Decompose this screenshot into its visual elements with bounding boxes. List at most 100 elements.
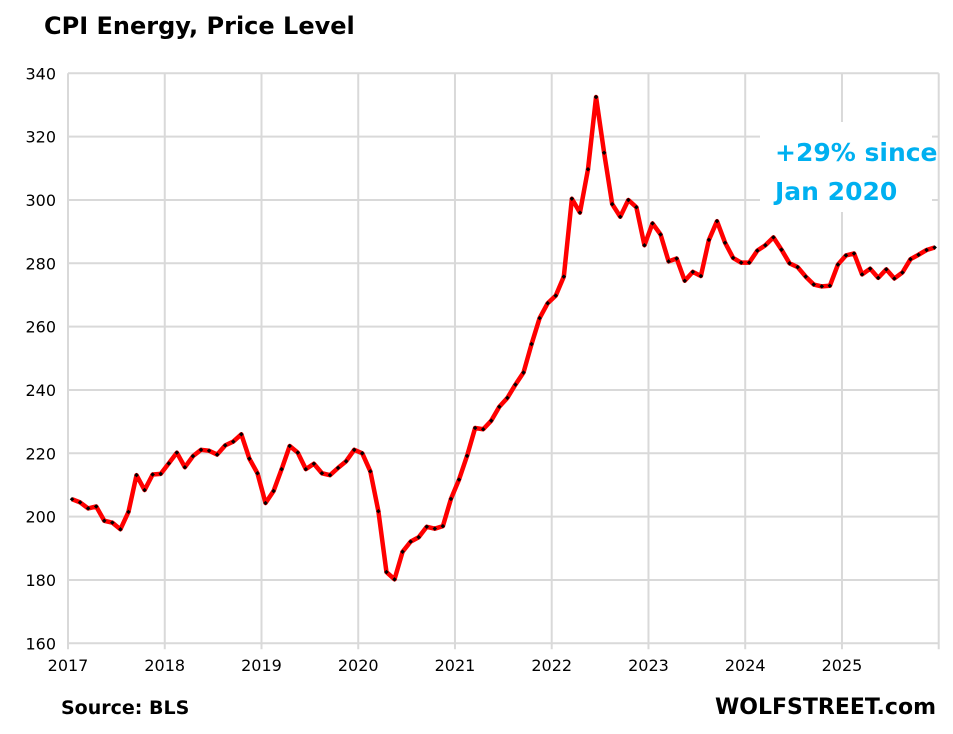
data-point xyxy=(553,293,559,298)
data-point xyxy=(231,439,236,444)
data-point xyxy=(271,488,276,494)
data-point xyxy=(690,269,696,275)
data-point xyxy=(287,443,292,449)
data-point xyxy=(343,458,349,464)
data-point xyxy=(892,276,897,281)
data-point xyxy=(827,283,833,289)
x-tick-label: 2022 xyxy=(531,656,572,675)
data-point xyxy=(545,300,550,306)
data-point xyxy=(351,447,357,453)
y-tick-label: 160 xyxy=(25,634,56,653)
x-axis-ticks: 2017 2018 2019 2020 2021 2022 2023 2024 2025 xyxy=(48,656,863,675)
data-point xyxy=(239,432,244,437)
data-point xyxy=(835,262,841,267)
gridlines xyxy=(67,72,940,650)
data-point xyxy=(206,448,212,454)
data-point xyxy=(505,395,510,401)
data-point xyxy=(537,315,542,321)
data-point xyxy=(908,256,913,262)
x-tick-label: 2025 xyxy=(822,656,863,675)
data-point xyxy=(875,275,881,281)
data-point xyxy=(456,477,462,482)
data-point xyxy=(303,466,309,472)
data-point xyxy=(93,504,99,509)
data-point xyxy=(432,526,438,531)
data-point xyxy=(497,404,502,410)
data-point xyxy=(376,508,381,514)
data-point xyxy=(561,274,567,279)
data-point xyxy=(166,461,172,466)
data-point xyxy=(513,382,518,387)
chart-title: CPI Energy, Price Level xyxy=(44,12,355,40)
data-point xyxy=(69,496,75,502)
x-tick-label: 2024 xyxy=(725,656,766,675)
data-point xyxy=(327,472,333,478)
data-point xyxy=(795,264,800,270)
data-point xyxy=(416,534,421,540)
series-layer xyxy=(69,94,937,582)
data-point xyxy=(480,426,486,432)
y-axis-ticks: 160 180 200 220 240 260 280 300 320 340 xyxy=(25,64,56,653)
data-point xyxy=(368,469,373,474)
data-point xyxy=(384,569,389,575)
x-tick-label: 2018 xyxy=(144,656,185,675)
data-point xyxy=(440,523,446,529)
x-tick-label: 2023 xyxy=(628,656,669,675)
data-point xyxy=(424,524,430,530)
data-point xyxy=(158,471,163,477)
data-point xyxy=(674,256,679,261)
data-point xyxy=(464,453,470,459)
data-point xyxy=(182,464,188,470)
data-point xyxy=(803,274,808,279)
y-tick-label: 260 xyxy=(25,318,56,337)
x-tick-label: 2021 xyxy=(435,656,476,675)
y-tick-label: 340 xyxy=(25,64,56,83)
data-point xyxy=(682,278,688,283)
y-tick-label: 220 xyxy=(25,444,56,463)
data-point xyxy=(811,282,817,287)
annotation-line-2: Jan 2020 xyxy=(773,177,897,206)
data-point xyxy=(859,272,865,277)
y-tick-label: 240 xyxy=(25,381,56,400)
data-point xyxy=(335,465,341,471)
y-tick-label: 180 xyxy=(25,571,56,590)
data-point xyxy=(295,450,301,455)
x-tick-label: 2020 xyxy=(338,656,379,675)
data-point xyxy=(730,255,736,261)
data-point xyxy=(900,270,905,275)
source-label: Source: BLS xyxy=(61,697,189,719)
data-point xyxy=(472,425,478,431)
data-point xyxy=(698,273,704,279)
data-point xyxy=(214,452,220,457)
data-point xyxy=(142,487,147,493)
data-point xyxy=(746,260,752,265)
data-point xyxy=(400,549,405,555)
data-point xyxy=(738,260,744,265)
data-point xyxy=(255,470,260,476)
y-tick-label: 300 xyxy=(25,191,56,210)
y-tick-label: 320 xyxy=(25,128,56,147)
data-point xyxy=(360,451,365,456)
data-point xyxy=(884,267,889,272)
x-tick-label: 2017 xyxy=(48,656,89,675)
data-point xyxy=(319,470,325,476)
y-tick-label: 200 xyxy=(25,508,56,527)
data-point xyxy=(488,418,494,423)
data-point xyxy=(392,577,397,582)
data-point xyxy=(819,284,825,289)
data-point xyxy=(311,461,317,467)
data-point xyxy=(867,266,873,271)
data-point xyxy=(521,370,526,375)
annotation-line-1: +29% since xyxy=(775,138,938,167)
data-point xyxy=(408,539,413,544)
data-point xyxy=(448,496,454,502)
y-tick-label: 280 xyxy=(25,254,56,273)
data-point xyxy=(529,341,534,347)
data-point xyxy=(787,261,792,266)
data-point xyxy=(666,259,671,264)
data-point xyxy=(916,252,921,258)
watermark: WOLFSTREET.com xyxy=(715,695,936,720)
annotation-box xyxy=(760,122,932,212)
x-tick-label: 2019 xyxy=(241,656,282,675)
